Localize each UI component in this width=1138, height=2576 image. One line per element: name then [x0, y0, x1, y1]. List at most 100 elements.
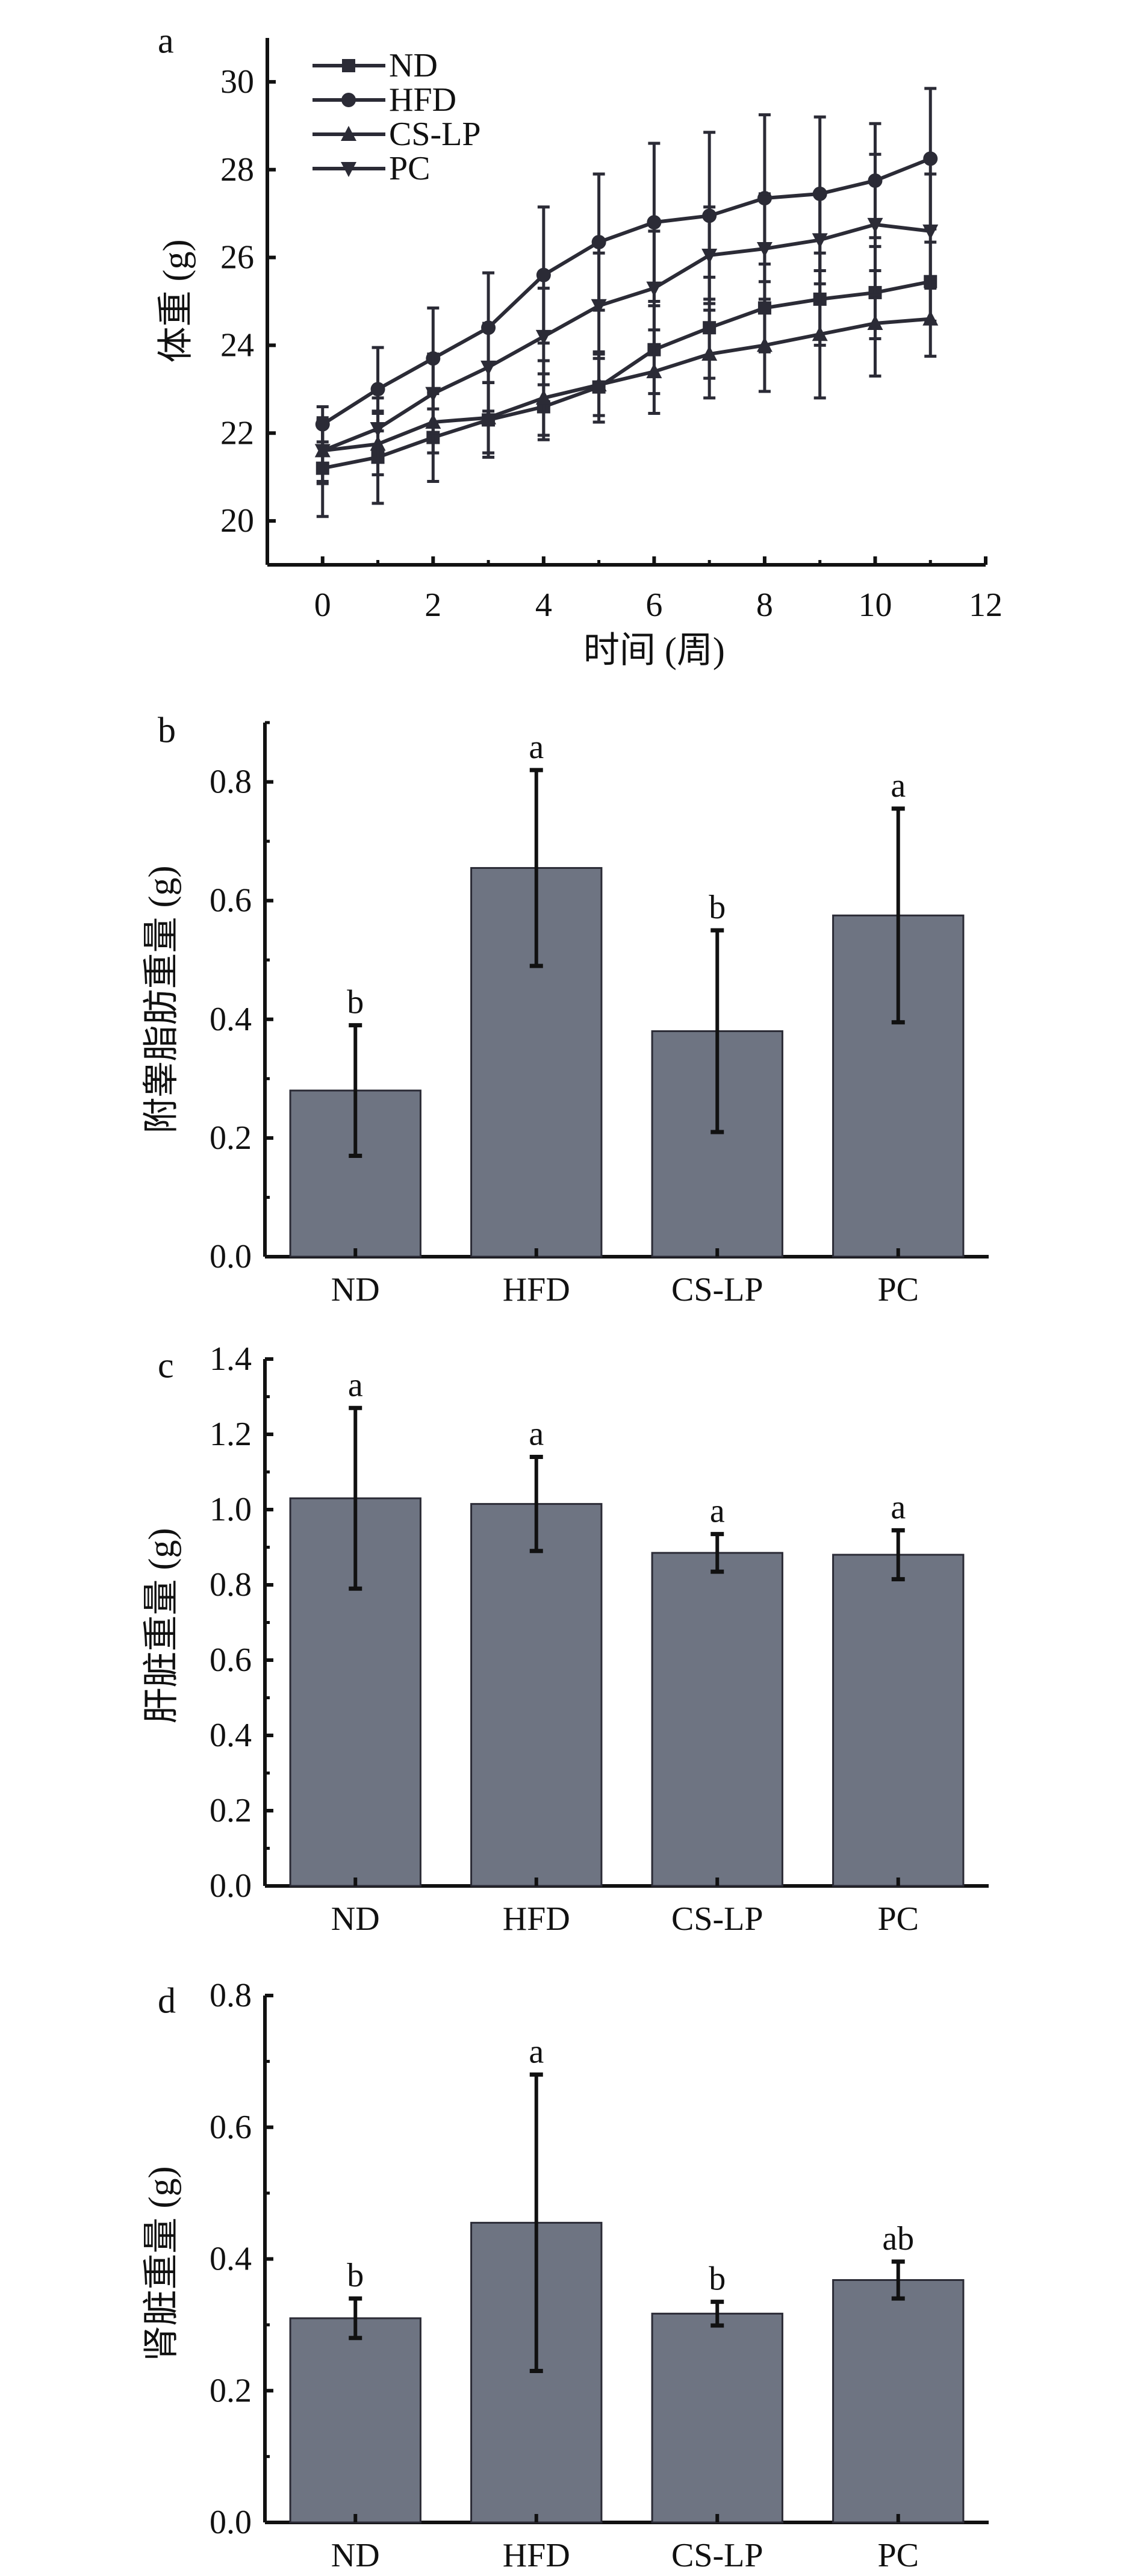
data-point: [647, 215, 662, 230]
data-point: [812, 326, 828, 341]
legend-label: CS-LP: [389, 116, 481, 153]
data-point: [646, 281, 662, 297]
bar-group-nd: a ND: [289, 1366, 421, 1938]
bar-group-pc: a PC: [832, 1489, 965, 1938]
x-tick-label: 0: [314, 586, 331, 624]
y-tick-label: 0.2: [210, 1119, 252, 1157]
panel-b: b 0.0 0.2 0.4 0.6 0.8 附睾脂肪重量 (g) b ND a HFD b CS-LP a…: [141, 710, 989, 1308]
y-tick-label: 0.0: [210, 1238, 252, 1275]
bar-group-pc: a PC: [832, 767, 965, 1308]
data-point: [535, 329, 552, 345]
legend-item-cs-lp: CS-LP: [312, 116, 481, 153]
data-point: [867, 314, 883, 330]
bar: [470, 1503, 603, 1887]
x-tick-label: HFD: [503, 1900, 570, 1938]
data-point: [535, 389, 552, 405]
significance-letter: a: [529, 729, 544, 766]
x-tick-label: HFD: [503, 2537, 570, 2574]
x-tick-label: 10: [858, 586, 892, 624]
bar: [832, 2279, 965, 2524]
significance-letter: a: [529, 1416, 544, 1453]
significance-letter: b: [709, 889, 726, 926]
series-line: [322, 222, 931, 453]
bar: [651, 2312, 783, 2524]
significance-letter: b: [347, 984, 364, 1021]
legend-marker: [341, 162, 356, 177]
data-point: [314, 444, 331, 459]
legend-marker: [341, 93, 356, 107]
data-point: [425, 387, 441, 402]
legend-item-nd: ND: [312, 47, 438, 84]
y-tick-label: 22: [220, 414, 254, 452]
y-tick-label: 28: [220, 151, 254, 188]
data-point: [591, 235, 606, 250]
significance-letter: b: [709, 2260, 726, 2298]
bar-group-nd: b ND: [289, 2257, 421, 2574]
data-point: [370, 382, 385, 397]
y-tick-label: 0.4: [210, 2241, 252, 2278]
legend-label: HFD: [389, 81, 456, 119]
y-tick-label: 0.2: [210, 2372, 252, 2409]
series-line: [322, 157, 931, 426]
bar-group-hfd: a HFD: [470, 2033, 603, 2574]
x-tick-label: CS-LP: [671, 1271, 763, 1308]
significance-letter: ab: [882, 2220, 914, 2257]
y-tick-label: 1.0: [210, 1491, 252, 1528]
y-axis-title: 肾脏重量 (g): [141, 2167, 181, 2362]
panel-label: b: [158, 710, 176, 750]
x-tick-label: 4: [535, 586, 552, 624]
x-tick-label: ND: [331, 1900, 380, 1938]
series-line: [322, 279, 931, 470]
significance-letter: a: [891, 767, 906, 804]
significance-letter: a: [710, 1493, 725, 1530]
significance-letter: a: [348, 1366, 363, 1404]
y-tick-label: 0.6: [210, 882, 252, 919]
data-point: [701, 346, 718, 361]
y-tick-label: 0.2: [210, 1792, 252, 1829]
panel-label: a: [158, 20, 174, 60]
bar-group-hfd: a HFD: [470, 729, 603, 1308]
significance-letter: a: [529, 2033, 544, 2070]
x-tick-label: PC: [878, 1900, 919, 1938]
data-point: [922, 310, 939, 326]
series-cs-lp: [314, 269, 939, 483]
significance-letter: a: [891, 1489, 906, 1526]
x-tick-label: 2: [424, 586, 441, 624]
y-tick-label: 0.6: [210, 2109, 252, 2146]
y-axis-title: 肝脏重量 (g): [141, 1528, 181, 1724]
x-tick-label: 6: [645, 586, 662, 624]
y-tick-label: 20: [220, 502, 254, 540]
y-tick-label: 0.8: [210, 764, 252, 801]
x-tick-label: 12: [969, 586, 1003, 624]
bar-group-cs-lp: a CS-LP: [651, 1493, 783, 1938]
legend-label: ND: [389, 47, 438, 84]
y-tick-label: 0.4: [210, 1717, 252, 1754]
data-point: [922, 224, 939, 240]
x-tick-label: HFD: [503, 1271, 570, 1308]
x-tick-label: PC: [878, 1271, 919, 1308]
legend-marker: [342, 59, 355, 72]
y-axis-title: 体重 (g): [156, 240, 196, 363]
panel-label: c: [158, 1345, 174, 1385]
y-tick-label: 24: [220, 326, 254, 364]
data-point: [756, 337, 773, 352]
panel-label: d: [158, 1980, 176, 2020]
data-point: [756, 242, 773, 257]
significance-letter: b: [347, 2257, 364, 2294]
y-tick-label: 26: [220, 239, 254, 276]
data-point: [812, 233, 828, 249]
bar-group-hfd: a HFD: [470, 1416, 603, 1938]
data-point: [536, 267, 551, 282]
data-point: [480, 409, 497, 425]
panel-d: d 0.0 0.2 0.4 0.6 0.8 肾脏重量 (g) b ND a HFD b CS-LP ab P…: [141, 1977, 989, 2574]
bar-group-cs-lp: b CS-LP: [651, 2260, 783, 2574]
x-tick-label: PC: [878, 2537, 919, 2574]
bar-group-cs-lp: b CS-LP: [651, 889, 783, 1308]
data-point: [701, 248, 718, 264]
x-axis-title: 时间 (周): [583, 630, 725, 670]
y-tick-label: 0.6: [210, 1641, 252, 1679]
x-tick-label: CS-LP: [671, 2537, 763, 2574]
data-point: [370, 422, 386, 437]
bar: [289, 2317, 421, 2524]
